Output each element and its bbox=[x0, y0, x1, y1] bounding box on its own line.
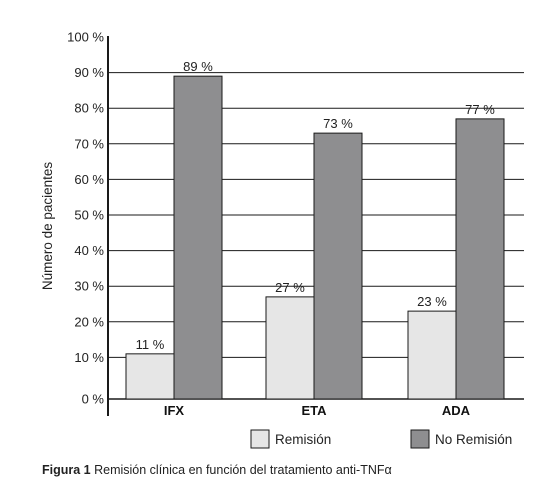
x-tick-label: IFX bbox=[164, 403, 185, 418]
y-tick-label: 40 % bbox=[74, 243, 104, 258]
bar-chart: 0 % 10 % 20 % 30 % 40 % 50 % 60 % 70 % 80 % 90 % 1… bbox=[40, 30, 524, 449]
y-tick-label: 20 % bbox=[74, 314, 104, 329]
bar-ifx-no-remision bbox=[173, 75, 223, 400]
y-tick-label: 100 % bbox=[67, 30, 104, 45]
data-label: 27 % bbox=[275, 280, 305, 295]
data-label: 89 % bbox=[183, 59, 213, 74]
y-tick-label: 0 % bbox=[82, 392, 105, 407]
y-tick-label: 90 % bbox=[74, 65, 104, 80]
caption-label: Figura 1 bbox=[42, 463, 91, 477]
bar-ada-remision bbox=[407, 310, 457, 400]
y-tick-label: 70 % bbox=[74, 136, 104, 151]
data-label: 77 % bbox=[465, 102, 495, 117]
bar-ada-no-remision bbox=[455, 118, 505, 400]
legend-swatch-remision bbox=[250, 429, 270, 449]
y-tick-label: 30 % bbox=[74, 279, 104, 294]
bar-eta-remision bbox=[265, 296, 315, 400]
y-tick-label: 50 % bbox=[74, 208, 104, 223]
x-tick-label: ADA bbox=[442, 403, 471, 418]
data-label: 11 % bbox=[136, 337, 165, 352]
figure-caption: Figura 1 Remisión clínica en función del… bbox=[42, 463, 392, 477]
data-label: 23 % bbox=[417, 294, 447, 309]
y-tick-label: 60 % bbox=[74, 172, 104, 187]
y-axis-title: Número de pacientes bbox=[40, 162, 55, 291]
caption-text: Remisión clínica en función del tratamie… bbox=[90, 463, 392, 477]
x-tick-label: ETA bbox=[301, 403, 327, 418]
legend-label: No Remisión bbox=[435, 432, 512, 447]
y-tick-label: 80 % bbox=[74, 101, 104, 116]
bar-eta-no-remision bbox=[313, 132, 363, 400]
legend-swatch-no-remision bbox=[410, 429, 430, 449]
y-tick-label: 10 % bbox=[74, 350, 104, 365]
data-label: 73 % bbox=[323, 116, 353, 131]
bar-ifx-remision bbox=[125, 353, 175, 400]
legend-label: Remisión bbox=[275, 432, 331, 447]
